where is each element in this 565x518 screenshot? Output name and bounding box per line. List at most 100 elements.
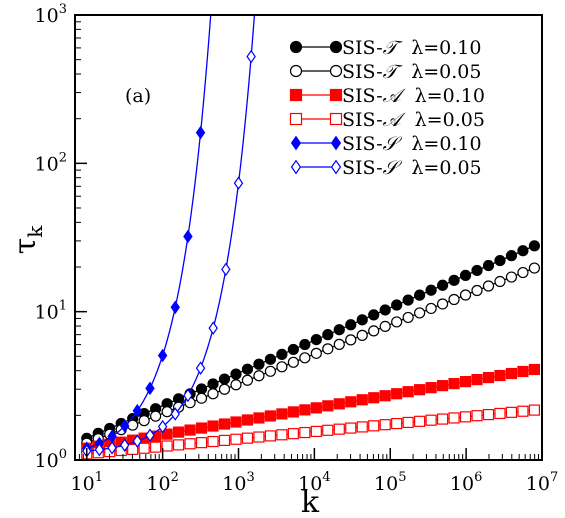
- data-point: [322, 343, 334, 355]
- data-point: [391, 417, 403, 430]
- data-point: [310, 347, 322, 359]
- data-point: [172, 439, 185, 451]
- data-point: [145, 381, 155, 396]
- data-point: [310, 333, 322, 346]
- data-point: [356, 421, 368, 433]
- data-point: [482, 259, 495, 272]
- data-point: [276, 408, 288, 420]
- y-axis-label-sub: k: [23, 225, 47, 238]
- x-tick-label: 102: [146, 470, 178, 495]
- data-point: [132, 403, 143, 418]
- data-point: [494, 407, 506, 420]
- data-point: [276, 429, 288, 441]
- data-point: [230, 368, 242, 380]
- data-point: [505, 250, 518, 262]
- series-5: [82, 15, 212, 456]
- data-point: [150, 410, 162, 422]
- data-point: [195, 125, 206, 140]
- data-point: [172, 426, 185, 438]
- data-point: [299, 352, 311, 364]
- data-point: [505, 271, 518, 283]
- x-tick-label: 106: [450, 470, 482, 495]
- legend-marker: [289, 112, 303, 126]
- data-point: [482, 371, 495, 384]
- legend-marker: [330, 135, 342, 151]
- series-line: [86, 15, 212, 449]
- data-point: [287, 343, 299, 356]
- data-point: [414, 384, 426, 396]
- data-point: [494, 369, 506, 382]
- data-point: [517, 266, 529, 279]
- data-point: [241, 414, 254, 426]
- data-point: [132, 434, 143, 448]
- data-point: [207, 388, 219, 400]
- data-point: [157, 348, 168, 363]
- data-point: [170, 407, 181, 421]
- data-point: [425, 382, 437, 394]
- data-point: [333, 423, 345, 435]
- data-point: [195, 383, 208, 395]
- series-line: [86, 409, 535, 455]
- data-point: [299, 426, 311, 439]
- data-point: [161, 440, 173, 452]
- data-point: [528, 240, 541, 252]
- legend-entry-5: SIS-𝒮 λ=0.10: [290, 133, 482, 155]
- data-point: [517, 245, 529, 257]
- data-point: [448, 274, 460, 286]
- data-point: [459, 289, 472, 301]
- data-point: [459, 269, 472, 282]
- data-point: [107, 441, 117, 455]
- data-point: [425, 302, 437, 315]
- data-point: [218, 373, 231, 385]
- series-4: [81, 404, 541, 460]
- series-layer: [81, 15, 541, 460]
- data-point: [322, 424, 334, 436]
- data-point: [333, 398, 345, 410]
- x-tick-label: 107: [526, 470, 558, 495]
- panel-label: (a): [125, 85, 151, 107]
- legend-label: SIS-𝒜 λ=0.05: [342, 109, 485, 131]
- series-line: [86, 245, 535, 439]
- data-point: [195, 361, 206, 375]
- data-point: [287, 356, 299, 368]
- data-point: [459, 376, 472, 388]
- data-point: [183, 388, 193, 403]
- legend-label: SIS-𝒜 λ=0.10: [342, 85, 485, 107]
- data-point: [379, 419, 391, 431]
- legend-marker: [289, 64, 303, 78]
- series-line: [86, 368, 535, 449]
- data-point: [195, 392, 208, 404]
- data-point: [246, 49, 256, 64]
- data-point: [94, 442, 105, 457]
- data-point: [436, 298, 449, 310]
- data-point: [299, 404, 311, 416]
- data-point: [448, 293, 460, 306]
- data-point: [528, 404, 541, 416]
- legend-marker: [290, 159, 302, 175]
- legend-marker: [329, 88, 343, 102]
- data-point: [368, 392, 380, 404]
- data-point: [218, 383, 231, 395]
- data-point: [241, 432, 254, 444]
- data-point: [241, 374, 254, 386]
- x-tick-label: 101: [71, 470, 103, 495]
- data-point: [402, 311, 414, 324]
- legend-entry-6: SIS-𝒮 λ=0.05: [290, 157, 482, 179]
- data-point: [425, 414, 437, 426]
- data-point: [459, 411, 472, 423]
- data-point: [471, 373, 483, 386]
- legend-entry-4: SIS-𝒜 λ=0.05: [289, 109, 485, 131]
- data-point: [368, 420, 380, 432]
- data-point: [402, 416, 414, 429]
- series-6: [82, 15, 256, 458]
- data-point: [138, 415, 150, 427]
- data-point: [230, 433, 242, 445]
- legend-entry-1: SIS-𝒯 λ=0.10: [289, 37, 482, 59]
- data-point: [310, 402, 322, 414]
- data-point: [138, 442, 150, 454]
- legend-marker: [329, 64, 343, 78]
- data-point: [233, 176, 244, 190]
- data-point: [448, 412, 460, 424]
